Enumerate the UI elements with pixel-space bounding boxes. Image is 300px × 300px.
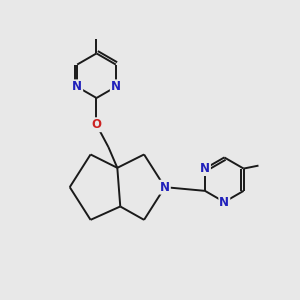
Text: N: N [160, 181, 170, 194]
Text: N: N [111, 80, 121, 93]
Text: N: N [200, 162, 210, 175]
Text: O: O [92, 118, 101, 131]
Text: N: N [219, 196, 229, 208]
Text: N: N [72, 80, 82, 93]
